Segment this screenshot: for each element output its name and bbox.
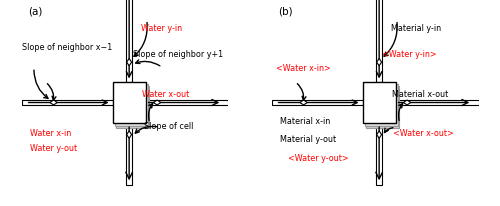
Polygon shape	[376, 131, 382, 139]
Text: (a): (a)	[28, 6, 42, 16]
Text: (b): (b)	[278, 6, 292, 16]
Bar	[272, 101, 362, 105]
Text: Material x-out: Material x-out	[392, 89, 448, 98]
Polygon shape	[404, 101, 411, 105]
Bar	[366, 87, 400, 128]
Bar	[112, 82, 146, 124]
Polygon shape	[300, 101, 308, 105]
Text: Water x-out: Water x-out	[142, 89, 189, 98]
Polygon shape	[126, 59, 132, 67]
Bar	[376, 0, 382, 82]
Polygon shape	[376, 59, 382, 67]
Text: <Water x-out>: <Water x-out>	[392, 128, 454, 137]
Bar	[376, 124, 382, 185]
Text: <Water x-in>: <Water x-in>	[276, 63, 330, 73]
Bar	[146, 101, 228, 105]
Text: <Water y-out>: <Water y-out>	[288, 153, 348, 162]
Polygon shape	[50, 101, 58, 105]
Polygon shape	[154, 101, 161, 105]
Text: Water y-in: Water y-in	[140, 24, 181, 33]
Bar	[362, 82, 396, 124]
Text: Slope of neighbor x−1: Slope of neighbor x−1	[22, 43, 112, 52]
Text: Material x-in: Material x-in	[280, 116, 330, 125]
Bar	[22, 101, 112, 105]
Text: Slope of cell: Slope of cell	[144, 121, 193, 130]
Bar	[364, 85, 398, 126]
Text: Slope of neighbor y+1: Slope of neighbor y+1	[134, 50, 224, 59]
Text: Water y-out: Water y-out	[30, 143, 77, 152]
Bar	[396, 101, 478, 105]
Text: Material y-in: Material y-in	[390, 24, 440, 33]
Bar	[114, 85, 148, 126]
Text: <Water y-in>: <Water y-in>	[382, 50, 437, 59]
Text: Water x-in: Water x-in	[30, 128, 71, 137]
Bar	[126, 124, 132, 185]
Bar	[116, 87, 150, 128]
Text: Material y-out: Material y-out	[280, 135, 336, 144]
Bar	[126, 0, 132, 82]
Polygon shape	[126, 131, 132, 139]
